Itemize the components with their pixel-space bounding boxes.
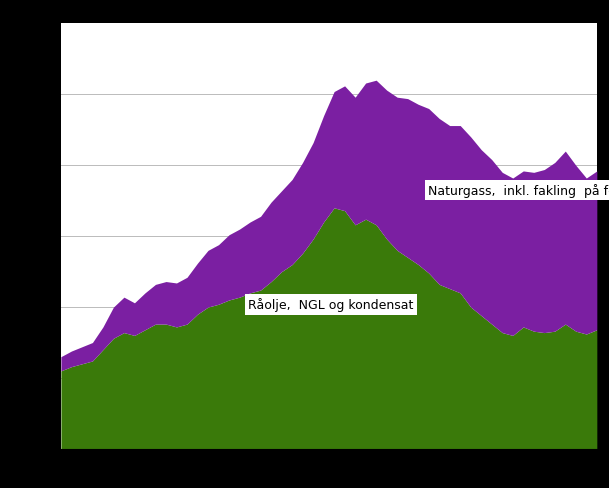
Text: Naturgass,  inkl. fakling  på felt: Naturgass, inkl. fakling på felt: [428, 183, 609, 197]
Text: Råolje,  NGL og kondensat: Råolje, NGL og kondensat: [248, 298, 414, 312]
